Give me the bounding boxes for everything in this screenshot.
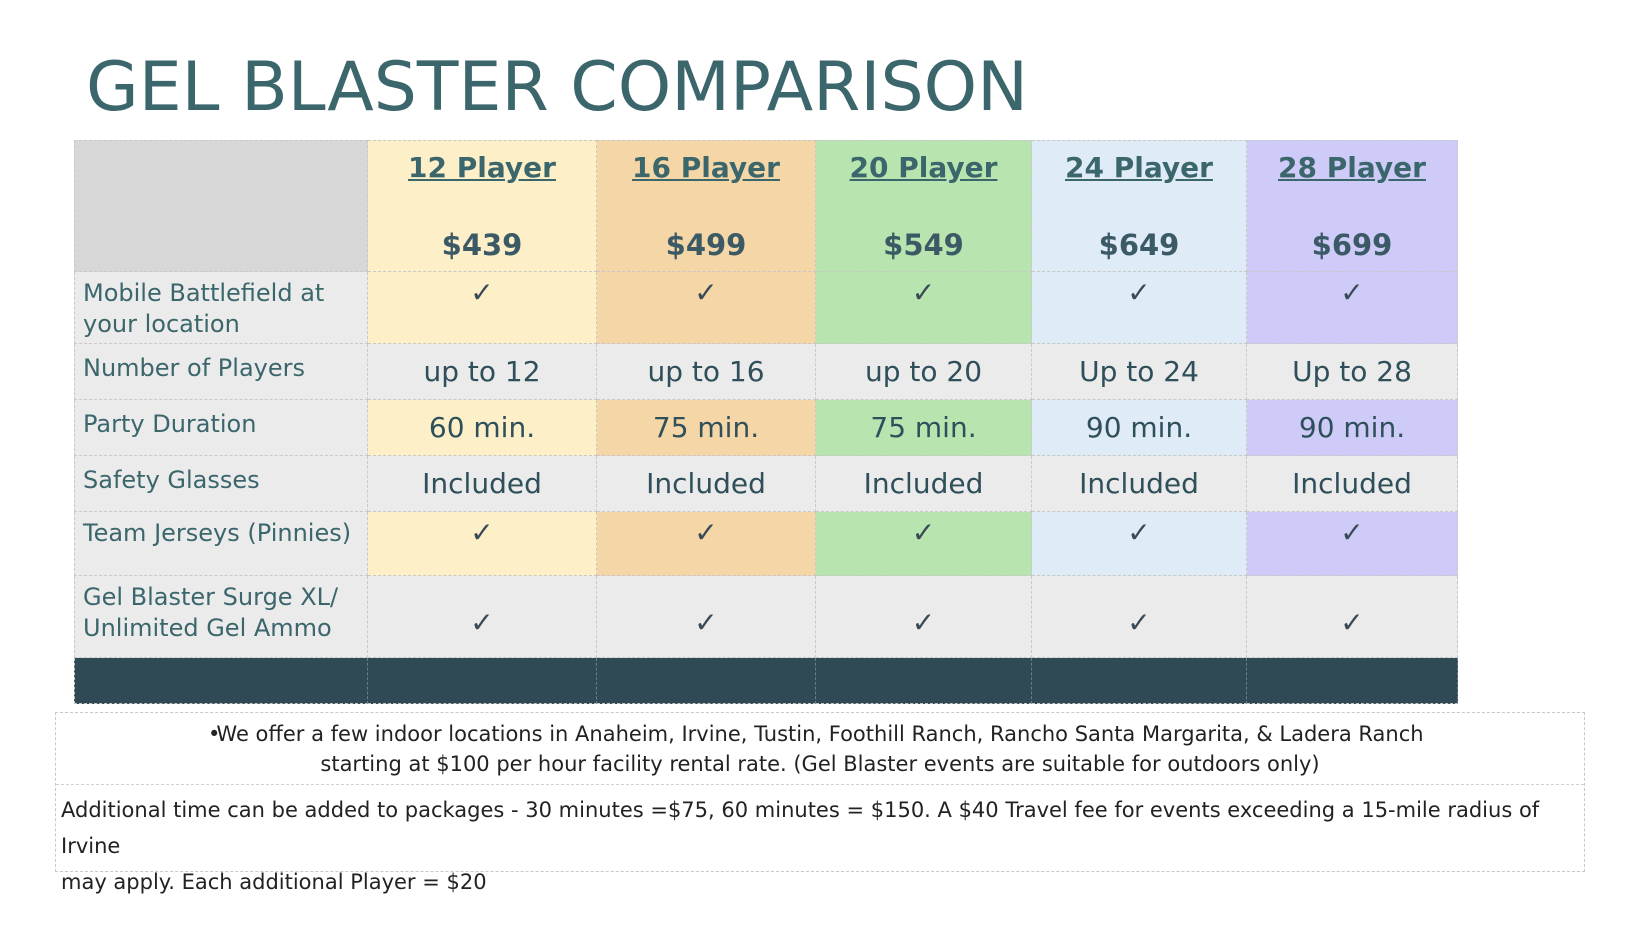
comparison-table: 12 Player $439 16 Player $499 20 Player …	[74, 140, 1458, 704]
indoor-locations-note: • We offer a few indoor locations in Ana…	[56, 713, 1584, 785]
package-name: 28 Player	[1278, 151, 1426, 184]
check-icon: ✓	[368, 512, 597, 576]
package-name: 24 Player	[1065, 151, 1213, 184]
note-line: We offer a few indoor locations in Anahe…	[216, 722, 1424, 746]
players-value: Up to 28	[1247, 344, 1458, 400]
check-icon: ✓	[816, 576, 1032, 658]
players-value: up to 12	[368, 344, 597, 400]
players-value: up to 20	[816, 344, 1032, 400]
row-label-party-duration: Party Duration	[74, 400, 368, 456]
duration-value: 75 min.	[597, 400, 816, 456]
glasses-value: Included	[816, 456, 1032, 512]
check-icon: ✓	[597, 272, 816, 344]
row-label-safety-glasses: Safety Glasses	[74, 456, 368, 512]
check-icon: ✓	[368, 272, 597, 344]
check-icon: ✓	[816, 272, 1032, 344]
duration-value: 60 min.	[368, 400, 597, 456]
check-icon: ✓	[597, 576, 816, 658]
duration-value: 75 min.	[816, 400, 1032, 456]
duration-value: 90 min.	[1247, 400, 1458, 456]
players-value: Up to 24	[1032, 344, 1247, 400]
check-icon: ✓	[1032, 272, 1247, 344]
note-line: starting at $100 per hour facility renta…	[320, 752, 1320, 776]
package-header-28: 28 Player $699	[1247, 140, 1458, 272]
additional-info-note: Additional time can be added to packages…	[56, 785, 1584, 907]
footer-bar-cell	[1032, 658, 1247, 704]
check-icon: ✓	[1247, 576, 1458, 658]
check-icon: ✓	[1247, 272, 1458, 344]
table-corner	[74, 140, 368, 272]
footer-bar-cell	[816, 658, 1032, 704]
check-icon: ✓	[816, 512, 1032, 576]
glasses-value: Included	[1032, 456, 1247, 512]
package-price: $649	[1098, 228, 1180, 262]
glasses-value: Included	[597, 456, 816, 512]
row-label-mobile-battlefield: Mobile Battlefield at your location	[74, 272, 368, 344]
page-title: GEL BLASTER COMPARISON	[86, 48, 1029, 127]
package-name: 12 Player	[408, 151, 556, 184]
footer-bar-cell	[597, 658, 816, 704]
package-name: 16 Player	[632, 151, 780, 184]
note-line: may apply. Each additional Player = $20	[61, 870, 487, 894]
check-icon: ✓	[1247, 512, 1458, 576]
footer-bar-cell	[368, 658, 597, 704]
bullet-icon: •	[208, 722, 221, 746]
row-label-number-of-players: Number of Players	[74, 344, 368, 400]
package-header-16: 16 Player $499	[597, 140, 816, 272]
footer-bar-cell	[1247, 658, 1458, 704]
package-name: 20 Player	[849, 151, 998, 184]
package-header-12: 12 Player $439	[368, 140, 597, 272]
check-icon: ✓	[368, 576, 597, 658]
row-label-gel-blaster: Gel Blaster Surge XL/ Unlimited Gel Ammo	[74, 576, 368, 658]
note-line: Additional time can be added to packages…	[61, 798, 1540, 858]
row-label-team-jerseys: Team Jerseys (Pinnies)	[74, 512, 368, 576]
package-price: $699	[1311, 228, 1393, 262]
check-icon: ✓	[1032, 576, 1247, 658]
package-price: $499	[665, 228, 747, 262]
package-header-24: 24 Player $649	[1032, 140, 1247, 272]
package-price: $439	[441, 228, 523, 262]
notes-box: • We offer a few indoor locations in Ana…	[55, 712, 1585, 894]
check-icon: ✓	[1032, 512, 1247, 576]
glasses-value: Included	[1247, 456, 1458, 512]
package-price: $549	[883, 228, 964, 262]
players-value: up to 16	[597, 344, 816, 400]
package-header-20: 20 Player $549	[816, 140, 1032, 272]
duration-value: 90 min.	[1032, 400, 1247, 456]
check-icon: ✓	[597, 512, 816, 576]
footer-bar-cell	[74, 658, 368, 704]
glasses-value: Included	[368, 456, 597, 512]
